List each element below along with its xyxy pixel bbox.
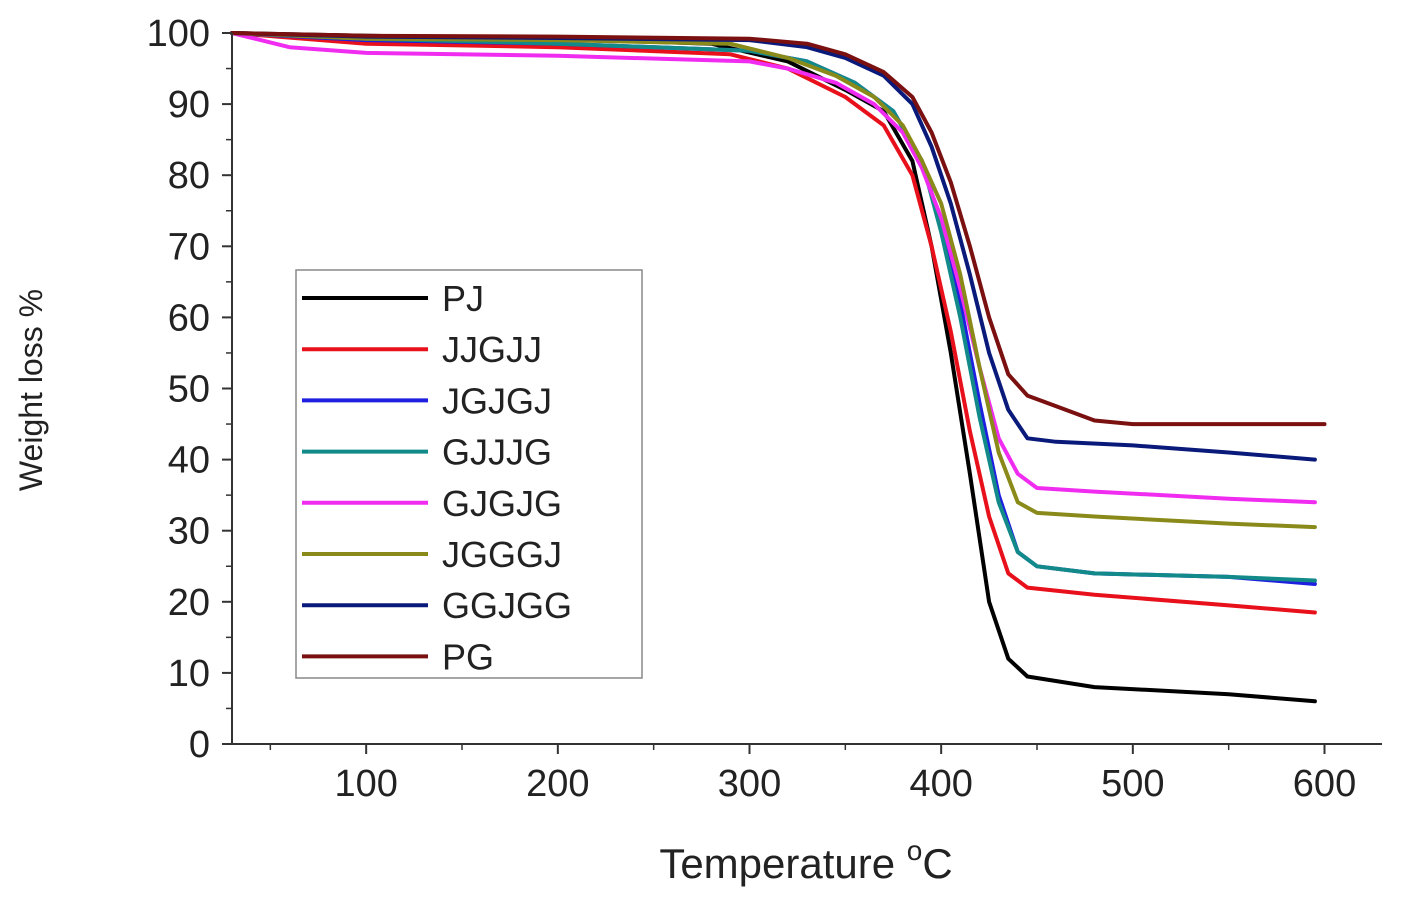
y-tick-label: 10	[168, 653, 210, 695]
y-axis-title: Weight loss %	[13, 289, 49, 491]
axes-layer: 0 10 20 30 40 50 60 70 80 90 100 100 200 300 400 500 600	[147, 13, 1382, 805]
series-layer	[230, 31, 1327, 704]
x-axis-unit-sup: o	[907, 835, 923, 866]
x-tick-label: 100	[334, 763, 397, 805]
y-tick-label: 80	[168, 155, 210, 197]
y-tick-label: 60	[168, 297, 210, 339]
series-line-gjgjg	[230, 31, 1317, 505]
series-line-pg	[230, 31, 1327, 427]
x-tick-label: 500	[1101, 763, 1164, 805]
y-tick-label: 90	[168, 84, 210, 126]
y-tick-label: 0	[189, 724, 210, 766]
x-axis-title-space	[895, 840, 907, 887]
y-tick-label: 70	[168, 226, 210, 268]
x-tick-label: 400	[909, 763, 972, 805]
legend-label-jgjgj: JGJGJ	[442, 380, 552, 421]
x-axis-title-text: Temperature	[659, 840, 895, 887]
legend-label-pg: PG	[442, 636, 494, 677]
x-tick-label: 600	[1293, 763, 1356, 805]
series-line-jgggj	[230, 31, 1317, 530]
series-line-jjgjj	[230, 31, 1317, 615]
series-line-gjjjg	[230, 31, 1317, 583]
legend-label-jgggj: JGGGJ	[442, 534, 562, 575]
x-axis-title: Temperature oC	[659, 835, 952, 887]
y-tick-label: 20	[168, 582, 210, 624]
legend-label-gjjjg: GJJJG	[442, 432, 552, 473]
y-tick-label: 100	[147, 13, 210, 55]
x-tick-label: 300	[718, 763, 781, 805]
legend-label-gjgjg: GJGJG	[442, 483, 562, 524]
legend: PJ JJGJJ JGJGJ GJJJG GJGJG JGGGJ GGJGG PG	[295, 269, 643, 679]
x-axis-unit: C	[922, 840, 952, 887]
legend-label-jjgjj: JJGJJ	[442, 329, 542, 370]
legend-box	[295, 269, 643, 679]
y-tick-label: 50	[168, 369, 210, 411]
legend-label-ggjgg: GGJGG	[442, 585, 572, 626]
x-tick-label: 200	[526, 763, 589, 805]
y-tick-label: 40	[168, 440, 210, 482]
legend-label-pj: PJ	[442, 278, 484, 319]
y-tick-label: 30	[168, 511, 210, 553]
